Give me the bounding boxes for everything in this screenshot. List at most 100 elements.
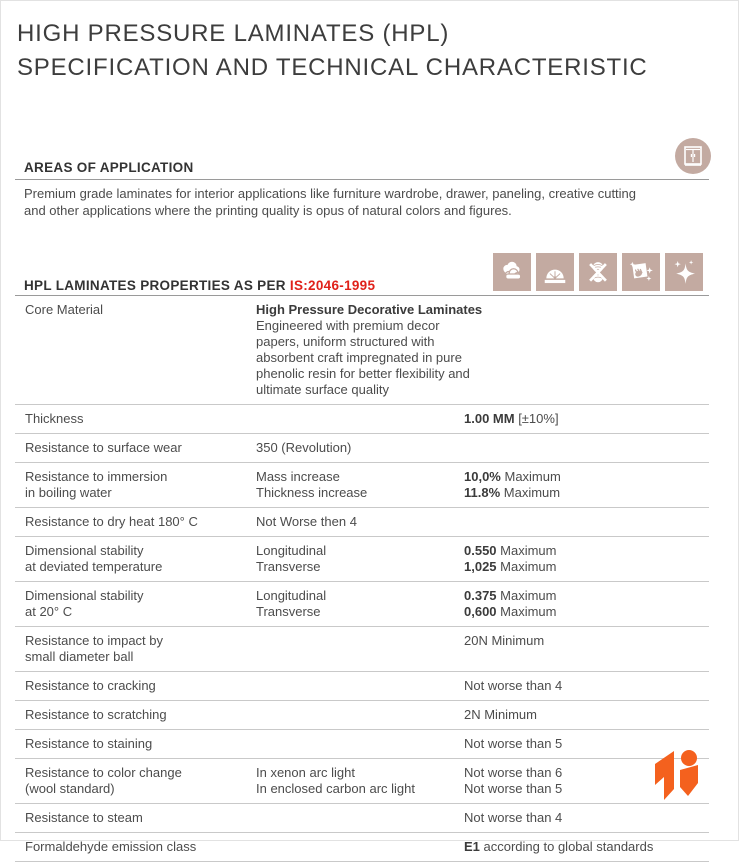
table-cell-property: Resistance to surface wear — [15, 440, 256, 456]
table-text-line: 350 (Revolution) — [256, 440, 352, 455]
areas-divider — [15, 179, 709, 180]
table-text-line: Transverse — [256, 559, 321, 574]
table-cell-property: Resistance to steam — [15, 810, 256, 826]
table-text-line: Engineered with premium decor papers, un… — [256, 318, 470, 397]
table-cell-value: 0.550 Maximum 1,025 Maximum — [464, 543, 709, 575]
table-text-line: Not Worse then 4 — [256, 514, 357, 529]
table-text-line: 10,0% Maximum — [464, 469, 561, 484]
properties-header: HPL LAMINATES PROPERTIES AS PER IS:2046-… — [15, 251, 709, 295]
properties-table: Core Material High Pressure Decorative La… — [15, 296, 709, 862]
table-text-line: In xenon arc light — [256, 765, 356, 780]
table-cell-mid: In xenon arc light In enclosed carbon arc… — [256, 765, 464, 797]
table-cell-property: Resistance to cracking — [15, 678, 256, 694]
table-cell-property: Dimensional stability at 20° C — [15, 588, 256, 620]
table-cell-mid: Longitudinal Transverse — [256, 588, 464, 620]
table-text-line: Resistance to impact by — [25, 633, 164, 648]
table-text-line: at 20° C — [25, 604, 73, 619]
table-cell-property: Resistance to impact by small diameter ba… — [15, 633, 256, 665]
steam-clouds-icon — [493, 253, 531, 291]
table-text-line: Resistance to dry heat 180° C — [25, 514, 198, 529]
table-text-line: Not worse than 4 — [464, 810, 563, 825]
table-cell-property: Thickness — [15, 411, 256, 427]
shine-sparkle-icon — [665, 253, 703, 291]
table-cell-mid: Not Worse then 4 — [256, 514, 464, 530]
table-cell-property: Resistance to staining — [15, 736, 256, 752]
table-text-line: 20N Minimum — [464, 633, 545, 648]
table-cell-mid: Mass increase Thickness increase — [256, 469, 464, 501]
table-row: Thickness 1.00 MM [±10%] — [15, 405, 709, 434]
areas-description: Premium grade laminates for interior app… — [24, 186, 637, 218]
table-text-line: Not worse than 5 — [464, 736, 563, 751]
table-cell-value: Not worse than 4 — [464, 678, 709, 694]
table-text-line: Longitudinal — [256, 543, 327, 558]
table-text-line: 0.375 Maximum — [464, 588, 557, 603]
table-cell-value: 20N Minimum — [464, 633, 709, 649]
table-text-line: Thickness increase — [256, 485, 368, 500]
table-cell-property: Resistance to scratching — [15, 707, 256, 723]
table-text-line: 0,600 Maximum — [464, 604, 557, 619]
table-text-line: 1,025 Maximum — [464, 559, 557, 574]
table-row: Core Material High Pressure Decorative La… — [15, 296, 709, 405]
table-row: Formaldehyde emission class E1 according … — [15, 833, 709, 862]
table-text-line: Resistance to staining — [25, 736, 153, 751]
title-line-2: SPECIFICATION AND TECHNICAL CHARACTERIST… — [17, 54, 648, 81]
table-text-line: Mass increase — [256, 469, 340, 484]
table-cell-mid: High Pressure Decorative Laminates Engine… — [256, 302, 483, 398]
abrasion-disc-icon — [536, 253, 574, 291]
table-cell-property: Dimensional stability at deviated tempera… — [15, 543, 256, 575]
table-text-line: Longitudinal — [256, 588, 327, 603]
table-cell-mid: Longitudinal Transverse — [256, 543, 464, 575]
properties-divider — [15, 295, 709, 296]
brand-k-logo — [652, 749, 702, 807]
table-text-line: 1.00 MM [±10%] — [464, 411, 559, 426]
table-row: Resistance to staining Not worse than 5 — [15, 730, 709, 759]
table-text-line: Not worse than 4 — [464, 678, 563, 693]
table-text-line: small diameter ball — [25, 649, 134, 664]
table-cell-property: Resistance to dry heat 180° C — [15, 514, 256, 530]
table-cell-property: Resistance to immersion in boiling water — [15, 469, 256, 501]
table-cell-value: 0.375 Maximum 0,600 Maximum — [464, 588, 709, 620]
table-text-line: 11.8% Maximum — [464, 485, 561, 500]
table-text-line: (wool standard) — [25, 781, 115, 796]
table-row: Resistance to cracking Not worse than 4 — [15, 672, 709, 701]
table-text-line: Not worse than 6 — [464, 765, 563, 780]
page-title: HIGH PRESSURE LAMINATES (HPL) SPECIFICAT… — [17, 17, 738, 85]
table-cell-property: Resistance to color change (wool standard… — [15, 765, 256, 797]
table-text-line: Resistance to cracking — [25, 678, 156, 693]
table-text-line: Resistance to steam — [25, 810, 143, 825]
table-text-line: at deviated temperature — [25, 559, 163, 574]
table-cell-value: Not worse than 6 Not worse than 5 — [464, 765, 709, 797]
table-text-line: Dimensional stability — [25, 588, 144, 603]
hpl-properties-section: HPL LAMINATES PROPERTIES AS PER IS:2046-… — [15, 251, 709, 862]
table-text-line: Resistance to color change — [25, 765, 182, 780]
table-row: Resistance to immersion in boiling water M… — [15, 463, 709, 508]
table-text-line: In enclosed carbon arc light — [256, 781, 415, 796]
easy-clean-icon — [622, 253, 660, 291]
properties-heading: HPL LAMINATES PROPERTIES AS PER IS:2046-… — [15, 278, 375, 293]
title-line-1: HIGH PRESSURE LAMINATES (HPL) — [17, 20, 450, 47]
wardrobe-icon — [675, 138, 711, 174]
table-cell-value: E1 according to global standards — [464, 839, 709, 855]
areas-heading: AREAS OF APPLICATION — [24, 160, 194, 175]
is-standard-code: IS:2046-1995 — [289, 278, 376, 293]
table-text-line: in boiling water — [25, 485, 112, 500]
table-text-line: Core Material — [25, 302, 104, 317]
table-cell-mid: 350 (Revolution) — [256, 440, 464, 456]
table-text-line: Not worse than 5 — [464, 781, 563, 796]
table-text-line: Resistance to scratching — [25, 707, 167, 722]
table-row: Resistance to dry heat 180° C Not Worse t… — [15, 508, 709, 537]
no-scratch-icon — [579, 253, 617, 291]
table-text-line: 2N Minimum — [464, 707, 537, 722]
table-cell-value: Not worse than 5 — [464, 736, 709, 752]
table-cell-value: 10,0% Maximum 11.8% Maximum — [464, 469, 709, 501]
table-text-line: Formaldehyde emission class — [25, 839, 197, 854]
table-row: Resistance to scratching 2N Minimum — [15, 701, 709, 730]
table-cell-property: Core Material — [15, 302, 256, 318]
table-cell-property: Formaldehyde emission class — [15, 839, 256, 855]
table-row: Resistance to steam Not worse than 4 — [15, 804, 709, 833]
table-cell-value: Not worse than 4 — [464, 810, 709, 826]
table-cell-value: 1.00 MM [±10%] — [464, 411, 709, 427]
table-text-line: High Pressure Decorative Laminates — [256, 302, 483, 317]
table-row: Resistance to surface wear 350 (Revolutio… — [15, 434, 709, 463]
